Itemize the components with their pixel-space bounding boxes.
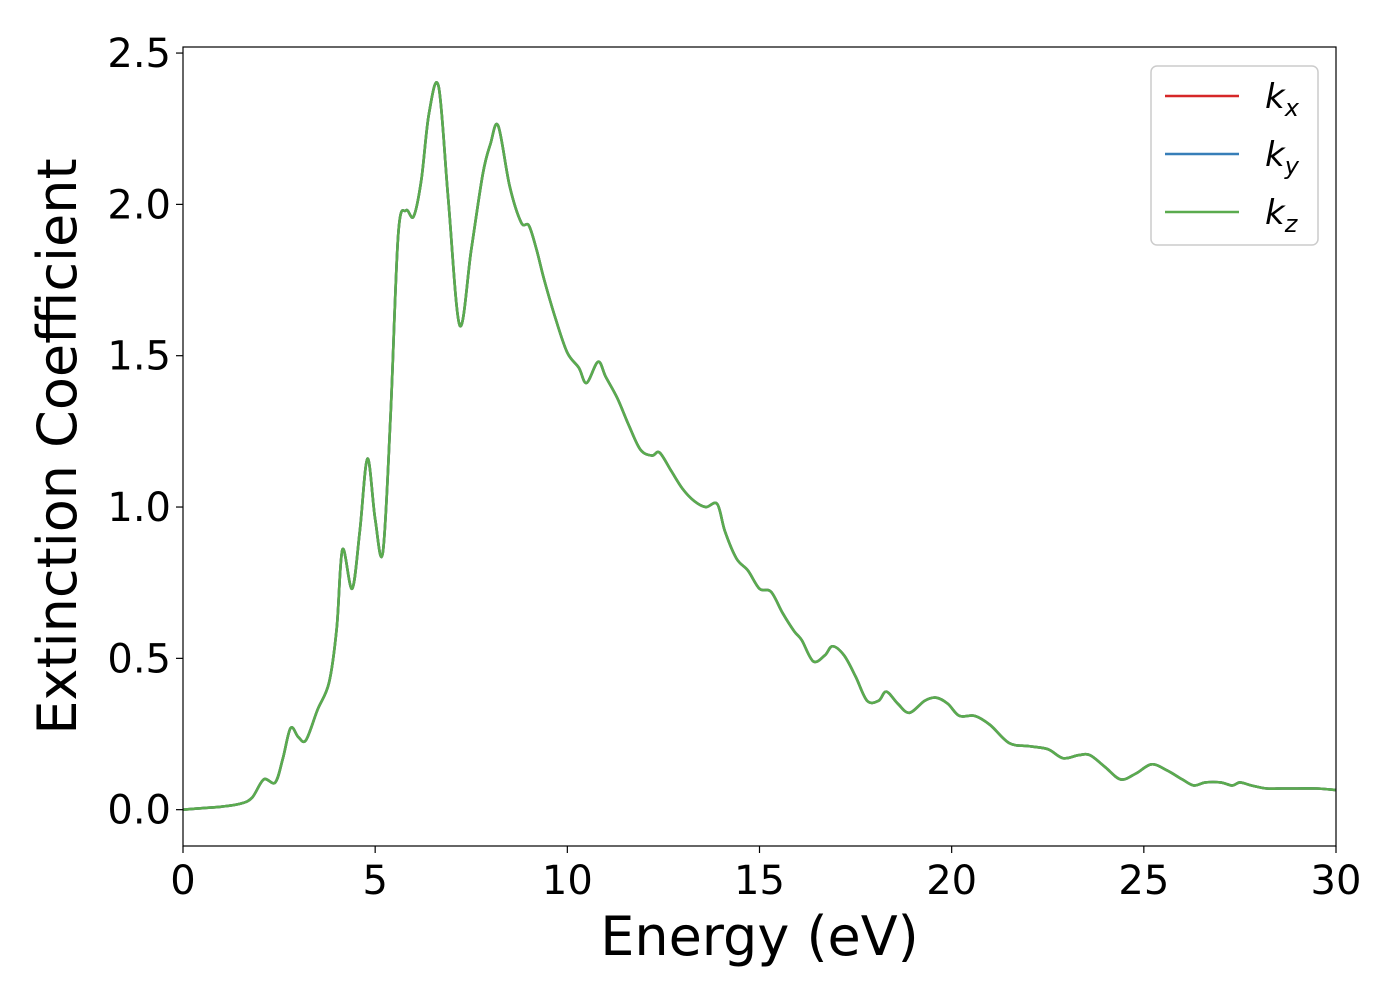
x-axis: 0 5 10 15 20 25 30 [170, 846, 1361, 904]
x-tick-label: 10 [542, 858, 593, 904]
x-tick-label: 20 [926, 858, 977, 904]
legend-label: kx [1265, 77, 1300, 122]
legend: kx ky kz [1150, 65, 1319, 246]
x-tick-label: 5 [362, 858, 387, 904]
x-tick-label: 30 [1311, 858, 1362, 904]
legend-label: ky [1265, 135, 1300, 180]
legend-box [1150, 65, 1319, 246]
x-tick-label: 15 [734, 858, 785, 904]
y-tick-label: 2.0 [107, 182, 171, 228]
plot-area [182, 46, 1337, 847]
series-layer [183, 81, 1336, 811]
y-tick-label: 1.5 [107, 334, 171, 380]
x-tick-label: 0 [170, 858, 195, 904]
y-tick-label: 1.0 [107, 485, 171, 531]
series-line-kz [183, 81, 1336, 811]
y-axis-title: Extinction Coefficient [26, 158, 89, 734]
y-tick-label: 0.5 [107, 636, 171, 682]
legend-label: kz [1265, 193, 1299, 238]
y-tick-label: 0.0 [107, 788, 171, 834]
y-tick-label: 2.5 [107, 31, 171, 77]
x-tick-label: 25 [1118, 858, 1169, 904]
x-axis-title: Energy (eV) [600, 905, 919, 968]
y-axis: 0.0 0.5 1.0 1.5 2.0 2.5 [107, 31, 183, 834]
